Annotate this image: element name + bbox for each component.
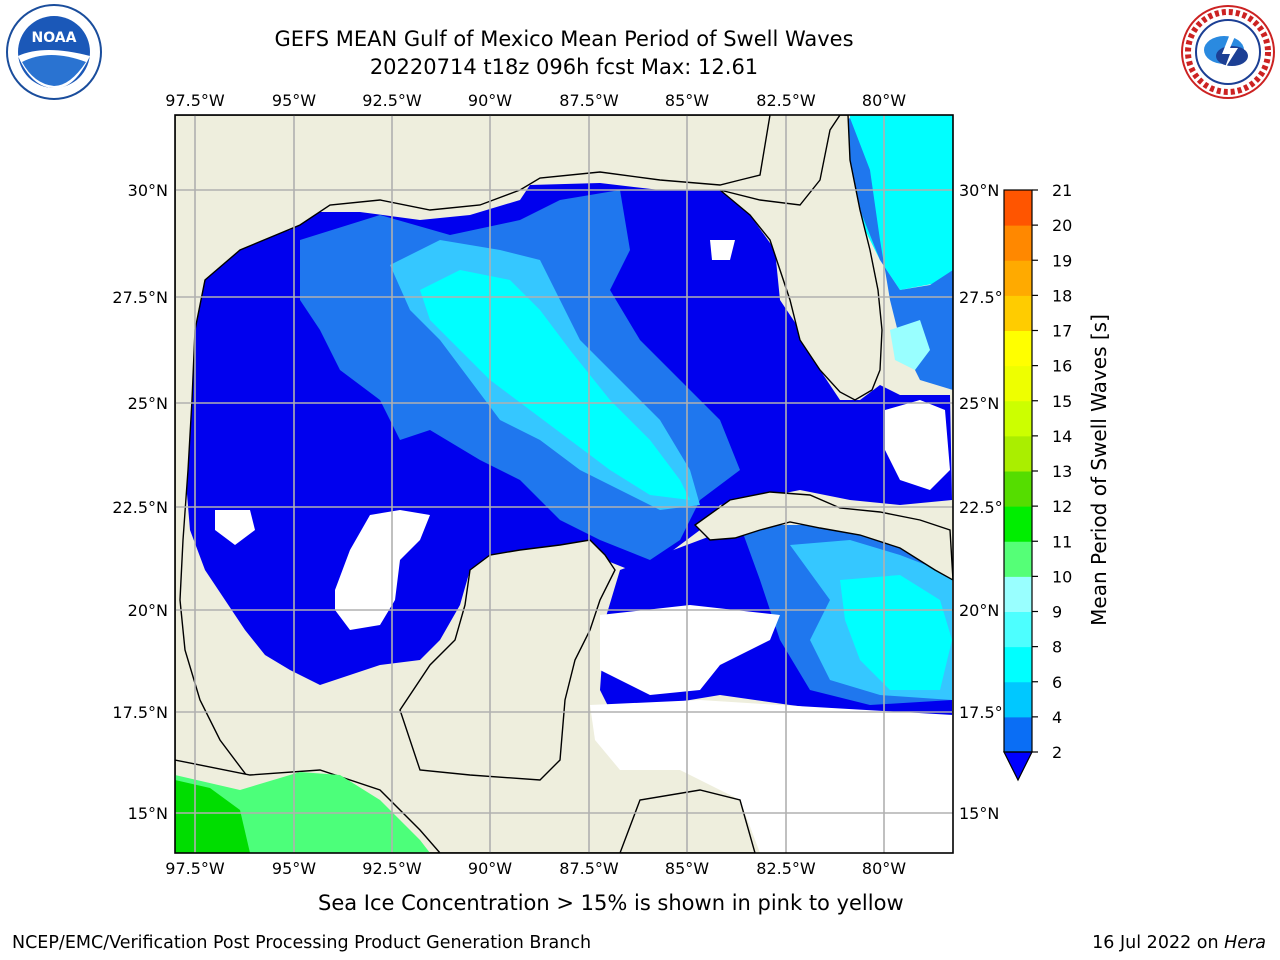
cyan-east — [840, 575, 952, 690]
cyan-core — [420, 270, 690, 500]
sea-ice-note: Sea Ice Concentration > 15% is shown in … — [318, 891, 904, 915]
missing-data-patch — [590, 700, 953, 853]
lat-label-left: 22.5°N — [112, 498, 168, 517]
colorbar-tick-label: 16 — [1052, 357, 1072, 376]
top-lon-labels: 97.5°W 95°W 92.5°W 90°W 87.5°W 85°W 82.5… — [165, 91, 906, 110]
credit-host: Hera — [1224, 933, 1266, 953]
lon-label-top: 87.5°W — [559, 91, 619, 110]
lat-label-right: 30°N — [959, 181, 999, 200]
colorbar-segment — [1004, 330, 1032, 367]
colorbar-segment — [1004, 471, 1032, 507]
colorbar-tick-label: 10 — [1052, 567, 1072, 586]
colorbar-segment — [1004, 681, 1032, 718]
atlantic-midblue — [830, 118, 953, 390]
noaa-logo-text: NOAA — [32, 30, 77, 46]
lat-label-left: 30°N — [128, 181, 168, 200]
colorbar-tick-label: 8 — [1052, 638, 1062, 657]
colorbar-tick-label: 2 — [1052, 743, 1062, 762]
lat-label-right: 20°N — [959, 601, 999, 620]
colorbar-segment — [1004, 400, 1032, 437]
gridlines — [175, 115, 953, 853]
colorbar-tick-label: 13 — [1052, 462, 1072, 481]
colorbar: 2 4 6 8 9 10 11 12 13 14 15 16 17 18 19 20 21 — [1003, 181, 1072, 782]
map-frame — [174, 114, 954, 854]
colorbar-segment — [1004, 435, 1032, 472]
colorbar-segment — [1004, 506, 1032, 542]
lon-label-top: 95°W — [272, 91, 316, 110]
colorbar-segment — [1004, 225, 1032, 261]
yucatan-land — [399, 539, 616, 781]
lat-label-left: 25°N — [128, 394, 168, 413]
colorbar-tick-label: 15 — [1052, 392, 1072, 411]
credit-right: 16 Jul 2022 on Hera — [1092, 933, 1266, 953]
lon-label-bottom: 92.5°W — [362, 859, 422, 878]
atlantic-pale — [890, 320, 930, 370]
lon-label-top: 85°W — [665, 91, 709, 110]
left-lat-labels: 30°N 27.5°N 25°N 22.5°N 20°N 17.5°N 15°N — [112, 181, 168, 823]
lon-label-bottom: 90°W — [468, 859, 512, 878]
nws-logo — [1181, 5, 1275, 99]
colorbar-tick-label: 18 — [1052, 286, 1072, 305]
lon-label-bottom: 82.5°W — [756, 859, 816, 878]
colorbar-segment — [1004, 190, 1032, 226]
colorbar-segment — [1004, 611, 1032, 648]
lat-label-right: 27.5°N — [959, 288, 1015, 307]
lon-label-bottom: 95°W — [272, 859, 316, 878]
colorbar-tick-label: 14 — [1052, 427, 1072, 446]
colorbar-segment — [1004, 716, 1032, 753]
colorbar-extend-arrow — [1003, 751, 1033, 782]
noaa-logo: NOAA — [6, 4, 102, 100]
lat-label-left: 27.5°N — [112, 288, 168, 307]
map-area — [175, 115, 953, 853]
atlantic-cyan — [848, 115, 953, 290]
colorbar-segment — [1004, 576, 1032, 612]
colorbar-tick-label: 20 — [1052, 216, 1072, 235]
bottom-lon-labels: 97.5°W 95°W 92.5°W 90°W 87.5°W 85°W 82.5… — [165, 859, 906, 878]
cuba-land — [693, 491, 953, 581]
missing-data-patch — [335, 510, 430, 630]
colorbar-segment — [1004, 260, 1032, 296]
credit-date: 16 Jul 2022 on — [1092, 933, 1225, 953]
colorbar-segment — [1004, 541, 1032, 577]
lat-label-left: 15°N — [128, 804, 168, 823]
lat-label-right: 22.5°N — [959, 498, 1015, 517]
lon-label-top: 97.5°W — [165, 91, 225, 110]
missing-data-patch — [710, 240, 735, 260]
lat-label-left: 20°N — [128, 601, 168, 620]
lat-label-right: 17.5°N — [959, 703, 1015, 722]
colorbar-tick-label: 21 — [1052, 181, 1072, 200]
lon-label-top: 92.5°W — [362, 91, 422, 110]
colorbar-tick-label: 6 — [1052, 673, 1062, 692]
credit-left: NCEP/EMC/Verification Post Processing Pr… — [12, 933, 592, 953]
lat-label-right: 25°N — [959, 394, 999, 413]
colorbar-segment — [1004, 295, 1032, 331]
missing-data-patch — [600, 605, 780, 695]
right-lat-labels: 30°N 27.5°N 25°N 22.5°N 20°N 17.5°N 15°N — [959, 181, 1015, 823]
lon-label-top: 90°W — [468, 91, 512, 110]
colorbar-segment — [1004, 365, 1032, 402]
colorbar-tick-label: 17 — [1052, 322, 1072, 341]
colorbar-segment — [1004, 646, 1032, 683]
colorbar-tick-label: 19 — [1052, 251, 1072, 270]
lon-label-top: 80°W — [862, 91, 906, 110]
colorbar-tick-label: 9 — [1052, 603, 1062, 622]
pacific-deep-green — [175, 780, 250, 853]
colorbar-label: Mean Period of Swell Waves [s] — [1087, 314, 1111, 626]
map-subtitle: 20220714 t18z 096h fcst Max: 12.61 — [369, 55, 759, 79]
colorbar-tick-label: 12 — [1052, 497, 1072, 516]
lat-label-right: 15°N — [959, 804, 999, 823]
lon-label-bottom: 85°W — [665, 859, 709, 878]
missing-data-patch — [215, 510, 255, 545]
lon-label-top: 82.5°W — [756, 91, 816, 110]
lon-label-bottom: 80°W — [862, 859, 906, 878]
colorbar-tick-label: 11 — [1052, 532, 1072, 551]
lon-label-bottom: 87.5°W — [559, 859, 619, 878]
lat-label-left: 17.5°N — [112, 703, 168, 722]
map-title: GEFS MEAN Gulf of Mexico Mean Period of … — [274, 27, 854, 51]
missing-data-patch — [885, 400, 950, 490]
lon-label-bottom: 97.5°W — [165, 859, 225, 878]
colorbar-tick-label: 4 — [1052, 708, 1062, 727]
